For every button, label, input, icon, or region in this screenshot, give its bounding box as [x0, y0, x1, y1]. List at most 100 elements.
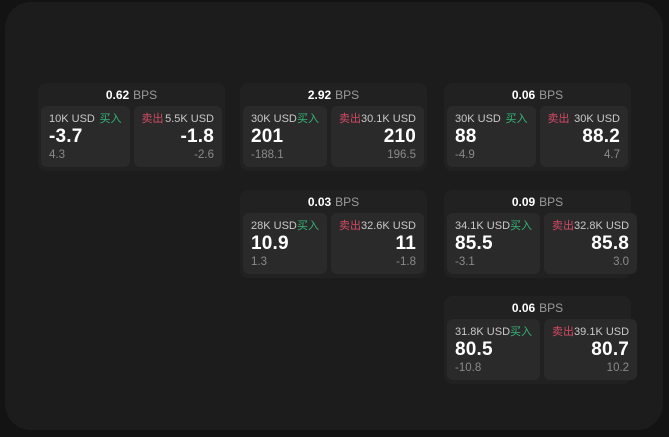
buy-tile[interactable]: 28K USD 买入 10.9 1.3: [243, 213, 327, 274]
sell-price-value: -1.8: [180, 126, 214, 147]
buy-amount-label: 28K USD: [251, 220, 297, 232]
buy-tile[interactable]: 10K USD 买入 -3.7 4.3: [41, 106, 130, 167]
buy-amount-label: 34.1K USD: [455, 220, 511, 232]
quote-card: 0.06 BPS 31.8K USD 买入 80.5 -10.8 卖出 39.1K…: [444, 296, 638, 384]
sell-badge: 卖出: [552, 326, 575, 338]
main-panel: 0.62 BPS 10K USD 买入 -3.7 4.3 卖出 5.5K USD …: [5, 2, 663, 430]
bps-header: 0.06 BPS: [447, 299, 628, 317]
sell-tile-top: 卖出 32.6K USD: [339, 220, 416, 232]
bps-unit-label: BPS: [539, 195, 564, 209]
sell-tile-top: 卖出 30.1K USD: [339, 113, 416, 125]
buy-badge: 买入: [99, 113, 122, 125]
sell-price-value: 80.7: [591, 339, 630, 360]
buy-amount-label: 30K USD: [251, 113, 297, 125]
buy-tile-top: 34.1K USD 买入: [455, 220, 532, 232]
buy-sell-tiles: 31.8K USD 买入 80.5 -10.8 卖出 39.1K USD 80.…: [447, 319, 638, 380]
bps-header: 0.03 BPS: [243, 193, 424, 211]
buy-sell-tiles: 34.1K USD 买入 85.5 -3.1 卖出 32.8K USD 85.8…: [447, 213, 638, 274]
buy-change-value: -4.9: [455, 149, 475, 161]
buy-sell-tiles: 28K USD 买入 10.9 1.3 卖出 32.6K USD 11 -1.8: [243, 213, 424, 274]
sell-change-value: -2.6: [194, 149, 214, 161]
buy-change-value: -10.8: [455, 362, 482, 374]
bps-unit-label: BPS: [539, 88, 564, 102]
quote-card: 0.09 BPS 34.1K USD 买入 85.5 -3.1 卖出 32.8K …: [444, 190, 638, 278]
buy-tile[interactable]: 31.8K USD 买入 80.5 -10.8: [447, 319, 541, 380]
sell-tile[interactable]: 卖出 30.1K USD 210 196.5: [330, 106, 424, 167]
sell-amount-label: 30.1K USD: [360, 113, 416, 125]
buy-change-value: -188.1: [251, 149, 284, 161]
sell-tile[interactable]: 卖出 39.1K USD 80.7 10.2: [544, 319, 638, 380]
buy-tile-top: 31.8K USD 买入: [455, 326, 532, 338]
sell-amount-label: 5.5K USD: [165, 113, 214, 125]
quote-card: 0.03 BPS 28K USD 买入 10.9 1.3 卖出 32.6K USD…: [240, 190, 427, 278]
sell-price-value: 210: [383, 126, 416, 147]
sell-change-value: 10.2: [606, 362, 630, 374]
sell-amount-label: 39.1K USD: [574, 326, 630, 338]
buy-tile[interactable]: 34.1K USD 买入 85.5 -3.1: [447, 213, 541, 274]
sell-amount-label: 30K USD: [574, 113, 620, 125]
buy-sell-tiles: 30K USD 买入 201 -188.1 卖出 30.1K USD 210 1…: [243, 106, 424, 167]
buy-tile-top: 28K USD 买入: [251, 220, 319, 232]
sell-amount-label: 32.6K USD: [360, 220, 416, 232]
sell-change-value: 4.7: [604, 149, 620, 161]
bps-header: 0.62 BPS: [41, 86, 222, 104]
bps-unit-label: BPS: [335, 195, 360, 209]
sell-amount-label: 32.8K USD: [574, 220, 630, 232]
sell-tile-top: 卖出 5.5K USD: [142, 113, 215, 125]
buy-tile-top: 30K USD 买入: [251, 113, 319, 125]
buy-amount-label: 10K USD: [49, 113, 95, 125]
buy-badge: 买入: [296, 113, 319, 125]
sell-change-value: 3.0: [613, 256, 630, 268]
buy-amount-label: 30K USD: [455, 113, 501, 125]
sell-badge: 卖出: [338, 220, 361, 232]
buy-amount-label: 31.8K USD: [455, 326, 511, 338]
quote-card: 0.62 BPS 10K USD 买入 -3.7 4.3 卖出 5.5K USD …: [38, 83, 225, 171]
buy-badge: 买入: [510, 326, 533, 338]
buy-tile-top: 30K USD 买入: [455, 113, 528, 125]
sell-badge: 卖出: [547, 113, 570, 125]
buy-tile[interactable]: 30K USD 买入 88 -4.9: [447, 106, 536, 167]
bps-value: 0.62: [105, 88, 130, 102]
sell-badge: 卖出: [338, 113, 361, 125]
sell-tile[interactable]: 卖出 32.8K USD 85.8 3.0: [544, 213, 638, 274]
sell-tile-top: 卖出 32.8K USD: [552, 220, 629, 232]
bps-value: 0.09: [511, 195, 536, 209]
sell-tile[interactable]: 卖出 5.5K USD -1.8 -2.6: [133, 106, 222, 167]
buy-price-value: 10.9: [251, 233, 289, 254]
buy-tile-top: 10K USD 买入: [49, 113, 122, 125]
quote-card: 0.06 BPS 30K USD 买入 88 -4.9 卖出 30K USD 88…: [444, 83, 631, 171]
bps-unit-label: BPS: [539, 301, 564, 315]
buy-price-value: 80.5: [455, 339, 493, 360]
sell-badge: 卖出: [552, 220, 575, 232]
buy-price-value: 88: [455, 126, 477, 147]
bps-header: 0.06 BPS: [447, 86, 628, 104]
bps-value: 0.03: [307, 195, 332, 209]
buy-tile[interactable]: 30K USD 买入 201 -188.1: [243, 106, 327, 167]
bps-value: 0.06: [511, 301, 536, 315]
buy-badge: 买入: [296, 220, 319, 232]
buy-badge: 买入: [510, 220, 533, 232]
buy-change-value: 4.3: [49, 149, 65, 161]
buy-price-value: 85.5: [455, 233, 493, 254]
bps-value: 0.06: [511, 88, 536, 102]
buy-price-value: -3.7: [49, 126, 83, 147]
sell-tile-top: 卖出 39.1K USD: [552, 326, 629, 338]
sell-tile-top: 卖出 30K USD: [548, 113, 621, 125]
buy-badge: 买入: [505, 113, 528, 125]
sell-badge: 卖出: [141, 113, 164, 125]
sell-change-value: -1.8: [396, 256, 416, 268]
sell-price-value: 88.2: [582, 126, 620, 147]
bps-header: 2.92 BPS: [243, 86, 424, 104]
sell-price-value: 85.8: [591, 233, 630, 254]
sell-price-value: 11: [395, 233, 416, 254]
quote-card: 2.92 BPS 30K USD 买入 201 -188.1 卖出 30.1K U…: [240, 83, 427, 171]
buy-sell-tiles: 30K USD 买入 88 -4.9 卖出 30K USD 88.2 4.7: [447, 106, 628, 167]
buy-price-value: 201: [251, 126, 284, 147]
bps-value: 2.92: [307, 88, 332, 102]
sell-tile[interactable]: 卖出 32.6K USD 11 -1.8: [330, 213, 424, 274]
bps-unit-label: BPS: [335, 88, 360, 102]
bps-header: 0.09 BPS: [447, 193, 628, 211]
sell-tile[interactable]: 卖出 30K USD 88.2 4.7: [539, 106, 628, 167]
buy-change-value: -3.1: [455, 256, 475, 268]
